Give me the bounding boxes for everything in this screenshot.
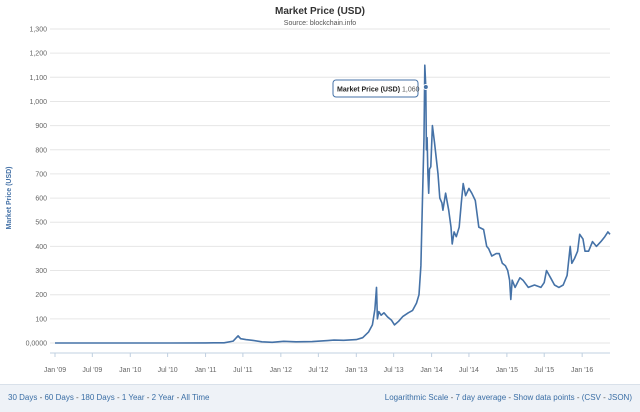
x-tick-label: Jul '10 [158, 367, 178, 374]
range-2-year[interactable]: 2 Year [151, 393, 175, 402]
tooltip: Market Price (USD) 1,060 [332, 79, 429, 98]
price-line [55, 64, 611, 344]
x-tick-label: Jul '11 [233, 367, 253, 374]
x-tick-label: Jul '15 [534, 367, 554, 374]
market-price-chart: Market Price (USD) Source: blockchain.in… [6, 6, 611, 374]
time-range-links: 30 Days - 60 Days - 180 Days - 1 Year - … [8, 393, 210, 402]
chart-options-links: Logarithmic Scale - 7 day average - Show… [384, 393, 632, 402]
chart-subtitle: Source: blockchain.info [284, 20, 356, 27]
tooltip-value: 1,060 [402, 87, 420, 94]
y-tick-label: 900 [35, 123, 47, 130]
y-tick-label: 500 [35, 220, 47, 227]
range-30-days[interactable]: 30 Days [8, 393, 38, 402]
csv-link[interactable]: (CSV [581, 393, 601, 402]
y-axis-label: Market Price (USD) [6, 166, 13, 229]
x-tick-label: Jan '10 [119, 367, 141, 374]
show-data-points-link[interactable]: Show data points [513, 393, 575, 402]
logarithmic-scale-link[interactable]: Logarithmic Scale [384, 393, 449, 402]
svg-text:Market Price (USD): Market Price (USD) 1,060 [337, 87, 420, 94]
y-tick-label: 800 [35, 147, 47, 154]
tooltip-label: Market Price (USD) [337, 87, 400, 94]
tooltip-box [332, 79, 419, 98]
json-link[interactable]: JSON) [608, 393, 632, 402]
seven-day-average-link[interactable]: 7 day average [455, 393, 507, 402]
y-tick-label: 1,300 [29, 27, 47, 34]
y-tick-label: 1,200 [29, 51, 47, 58]
y-tick-label: 0,0000 [26, 341, 48, 348]
range-60-days[interactable]: 60 Days [44, 393, 74, 402]
x-tick-label: Jul '13 [384, 367, 404, 374]
x-tick-label: Jan '12 [270, 367, 292, 374]
x-axis-ticks: Jan '09 Jul '09 Jan '10 Jul '10 Jan '11 Jul '… [44, 353, 593, 374]
x-tick-label: Jul '14 [459, 367, 479, 374]
y-tick-label: 400 [35, 244, 47, 251]
x-tick-label: Jan '15 [496, 367, 518, 374]
y-axis-ticks: 0,0000 100 200 300 400 500 600 700 800 900 1,000 1,… [26, 27, 48, 348]
x-tick-label: Jan '11 [195, 367, 217, 374]
range-all-time[interactable]: All Time [181, 393, 210, 402]
range-180-days[interactable]: 180 Days [80, 393, 115, 402]
x-tick-label: Jul '09 [82, 367, 102, 374]
x-tick-label: Jan '09 [44, 367, 66, 374]
x-tick-label: Jan '13 [345, 367, 367, 374]
footer-bar: 30 Days - 60 Days - 180 Days - 1 Year - … [0, 384, 640, 412]
x-tick-label: Jan '14 [420, 367, 442, 374]
chart-title: Market Price (USD) [275, 6, 365, 17]
range-1-year[interactable]: 1 Year [121, 393, 145, 402]
x-tick-label: Jan '16 [571, 367, 593, 374]
grid-lines [50, 28, 610, 344]
y-tick-label: 200 [35, 292, 47, 299]
tooltip-point [422, 83, 429, 90]
y-tick-label: 1,000 [29, 99, 47, 106]
y-tick-label: 600 [35, 196, 47, 203]
y-tick-label: 700 [35, 171, 47, 178]
series-group [55, 64, 611, 344]
y-tick-label: 100 [35, 316, 47, 323]
x-tick-label: Jul '12 [308, 367, 328, 374]
y-tick-label: 1,100 [29, 75, 47, 82]
y-tick-label: 300 [35, 268, 47, 275]
